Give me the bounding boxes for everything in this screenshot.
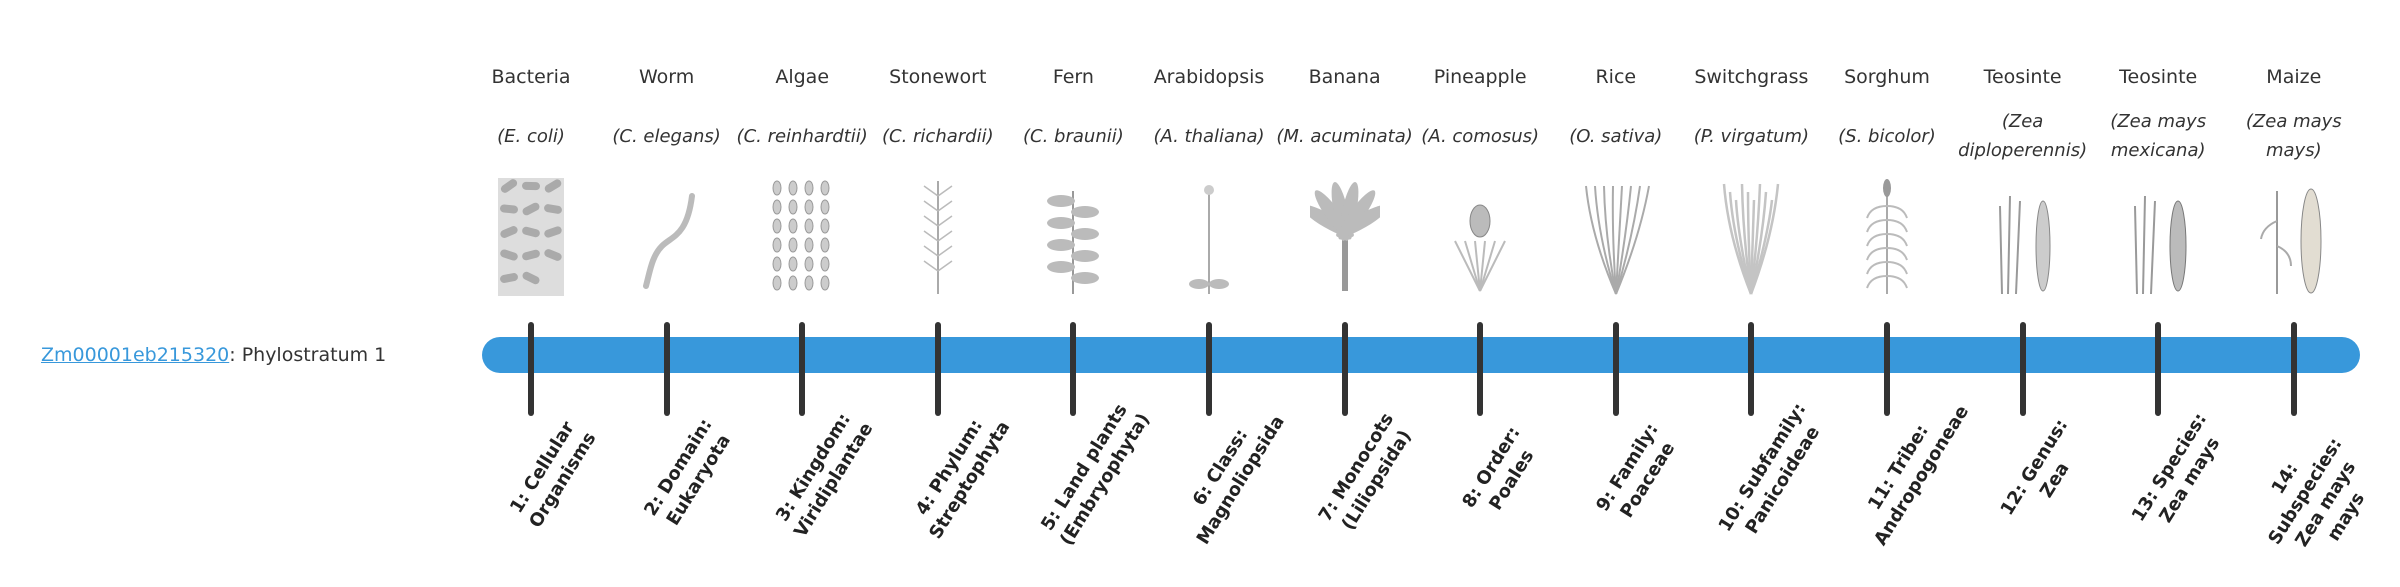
species-name: (O. sativa): [1569, 125, 1663, 147]
stratum-label: 8: Order: Poales: [1458, 423, 1539, 514]
stratum-tick: [663, 322, 670, 416]
stratum-tick: [2290, 322, 2297, 416]
stratum-label: 13: Species: Zea mays: [2127, 409, 2225, 527]
species-name: (P. virgatum): [1693, 125, 1810, 147]
species-name: (Zea diploperennis): [1958, 111, 2088, 161]
stratum-label: 3: Kingdom: Viridiplantae: [772, 409, 878, 542]
stratum-label: 9: Family: Poaceae: [1591, 419, 1679, 522]
species-name: (A. thaliana): [1153, 125, 1265, 147]
organism-name: Teosinte: [1983, 66, 2062, 88]
stratum-label: 14: Subspecies: Zea mays mays: [2264, 434, 2369, 551]
species-name: (S. bicolor): [1838, 125, 1936, 147]
stratum-label: 4: Phylum: Streptophyta: [911, 415, 1015, 543]
stratum-tick: [1341, 322, 1348, 416]
stratum-tick: [799, 322, 806, 416]
species-name: (M. acuminata): [1276, 125, 1413, 147]
phylostratum-bar: [482, 337, 2360, 373]
stratum-column: Switchgrass (P. virgatum) 10: Subfamily: P…: [1683, 0, 1825, 580]
species-name: (Zea mays mexicana): [2110, 111, 2207, 161]
pineapple-icon: [1454, 204, 1507, 292]
stratum-column: Pineapple (A. comosus) 8: Order: Poales: [1412, 0, 1548, 580]
algae-icon: [772, 180, 830, 291]
stratum-tick: [2019, 322, 2026, 416]
species-name: (C. elegans): [612, 125, 721, 147]
stratum-tick: [1206, 322, 1212, 416]
stratum-label: 1: Cellular Organisms: [505, 417, 601, 532]
organism-name: Stonewort: [889, 66, 987, 88]
gene-id-link[interactable]: Zm00001eb215320: [41, 344, 230, 366]
stratum-column: Rice (O. sativa) 9: Family: Poaceae: [1548, 0, 1684, 580]
stratum-column: Bacteria (E. coli) 1: Cellular Organisms: [463, 0, 601, 580]
species-name: (E. coli): [497, 125, 565, 147]
stratum-label: 6: Class: Magnoliopsida: [1188, 411, 1289, 549]
species-name: (C. braunii): [1023, 125, 1124, 147]
species-name: (C. reinhardtii): [736, 125, 868, 147]
stratum-label: 5: Land plants (Embryophyta): [1037, 400, 1155, 550]
bacteria-icon: [498, 178, 564, 296]
stratum-tick: [1477, 322, 1484, 416]
species-name: (C. richardii): [881, 125, 994, 147]
stratum-column: Algae (C. reinhardtii) 3: Kingdom: Viridip…: [734, 0, 878, 580]
organism-name: Sorghum: [1844, 66, 1930, 88]
stratum-column: Teosinte (Zea diploperennis) 12: Genus: Ze…: [1955, 0, 2091, 580]
teosinte-mexicana-icon: [2134, 195, 2187, 295]
stratum-column: Sorghum (S. bicolor) 11: Tribe: Andropogon…: [1819, 0, 1973, 580]
phylostratum-text: : Phylostratum 1: [229, 344, 387, 366]
worm-icon: [642, 193, 695, 289]
stratum-label: 10: Subfamily: Panicoideae: [1714, 399, 1825, 538]
banana-icon: [1309, 182, 1380, 291]
fern-icon: [1047, 191, 1100, 294]
organism-name: Banana: [1308, 66, 1381, 88]
stratum-tick: [1884, 322, 1890, 416]
organism-name: Fern: [1052, 66, 1094, 88]
stratum-label: 11: Tribe: Andropogoneae: [1864, 401, 1974, 550]
stratum-tick: [1748, 322, 1755, 416]
organism-name: Arabidopsis: [1153, 66, 1265, 88]
stratum-column: Worm (C. elegans) 2: Domain: Eukaryota: [599, 0, 735, 580]
organism-name: Teosinte: [2119, 66, 2198, 88]
stratum-label: 2: Domain: Eukaryota: [639, 415, 735, 530]
stratum-column: Teosinte (Zea mays mexicana) 13: Species: …: [2090, 0, 2226, 580]
stratum-tick: [1612, 322, 1619, 416]
species-name: (Zea mays mays): [2245, 111, 2342, 161]
stratum-tick: [528, 322, 534, 416]
stratum-label: 7: Monocots (Liliopsida): [1314, 409, 1416, 534]
organism-name: Switchgrass: [1694, 66, 1809, 88]
stratum-label: 12: Genus: Zea: [1996, 415, 2074, 520]
stratum-column: Maize (Zea mays mays) 14: Subspecies: Zea …: [2226, 0, 2369, 580]
organism-name: Maize: [2266, 66, 2322, 88]
species-name: (A. comosus): [1421, 125, 1540, 147]
organism-name: Bacteria: [491, 66, 571, 88]
stratum-column: Banana (M. acuminata) 7: Monocots (Liliops…: [1276, 0, 1415, 580]
stratum-tick: [2155, 322, 2162, 416]
stratum-tick: [1070, 322, 1077, 416]
organism-name: Pineapple: [1433, 66, 1527, 88]
gene-label: Zm00001eb215320: Phylostratum 1: [41, 340, 386, 370]
sorghum-icon: [1866, 179, 1908, 294]
organism-name: Worm: [638, 66, 695, 88]
teosinte-icon: [1998, 195, 2051, 295]
maize-icon: [2259, 188, 2322, 294]
organism-name: Algae: [775, 66, 830, 88]
organism-name: Rice: [1595, 66, 1637, 88]
stratum-column: Arabidopsis (A. thaliana) 6: Class: Magnol…: [1141, 0, 1288, 580]
stratum-tick: [934, 322, 941, 416]
arabidopsis-icon: [1189, 185, 1229, 294]
stratum-column: Fern (C. braunii) 5: Land plants (Embryoph…: [1005, 0, 1155, 580]
stonewort-icon: [923, 181, 953, 294]
switchgrass-icon: [1723, 183, 1780, 295]
rice-icon: [1584, 185, 1650, 295]
stratum-column: Stonewort (C. richardii) 4: Phylum: Strept…: [870, 0, 1014, 580]
